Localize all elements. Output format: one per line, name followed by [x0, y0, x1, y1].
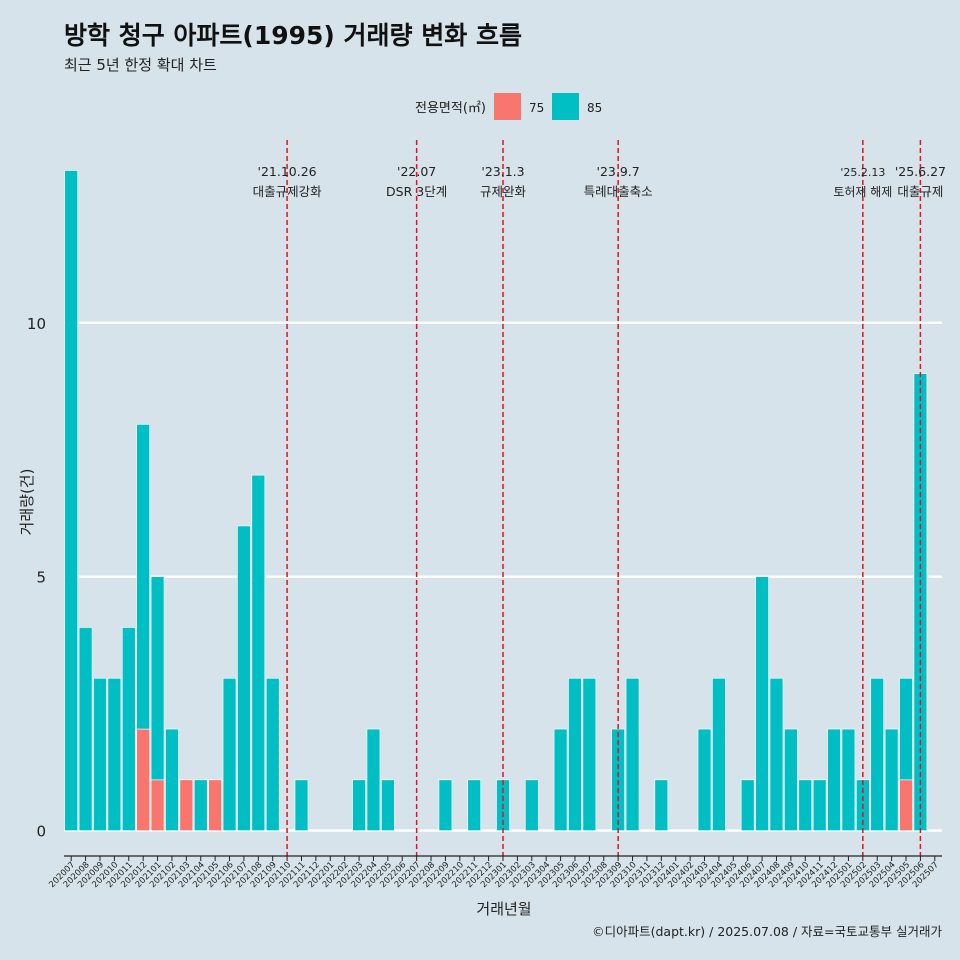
bar-202009-85	[93, 677, 107, 831]
bar-202109-85	[265, 677, 280, 831]
bar-202411-85	[812, 779, 827, 831]
bar-202008-85	[78, 627, 93, 831]
bar-202007-85	[64, 170, 78, 831]
bar-202305-85	[553, 728, 568, 831]
bar-202310-85	[625, 677, 640, 831]
bar-202504-85	[884, 728, 899, 831]
bar-202211-85	[467, 779, 481, 831]
legend-swatch-75	[494, 93, 521, 120]
bar-202407-85	[755, 576, 769, 831]
bar-202103-75	[179, 779, 194, 831]
axis-layer: 0510202007202008202009202010202011202012…	[27, 315, 942, 890]
bar-202503-85	[870, 677, 885, 831]
bar-202203-85	[352, 779, 366, 831]
bar-202102-85	[165, 728, 179, 831]
legend-swatch-85	[552, 93, 579, 120]
bar-202101-75	[150, 779, 165, 831]
y-tick-label: 5	[36, 569, 46, 587]
event-date-label: '23.1.3	[481, 164, 524, 179]
bar-202501-85	[841, 728, 856, 831]
bar-202205-85	[381, 779, 395, 831]
bar-202106-85	[222, 677, 237, 831]
bar-202306-85	[568, 677, 582, 831]
event-date-label: '22.07	[397, 164, 436, 179]
bar-202209-85	[438, 779, 453, 831]
bar-202404-85	[712, 677, 726, 831]
x-axis-label: 거래년월	[476, 900, 531, 918]
bar-202111-85	[294, 779, 309, 831]
bar-layer	[64, 170, 928, 831]
chart-title: 방학 청구 아파트(1995) 거래량 변화 흐름	[64, 21, 522, 50]
bar-202410-85	[798, 779, 813, 831]
y-axis-label: 거래량(건)	[18, 469, 36, 536]
event-desc-label: 토허제 해제	[833, 185, 892, 199]
bar-202408-85	[769, 677, 784, 831]
bar-202105-75	[208, 779, 222, 831]
bar-202307-85	[582, 677, 597, 831]
bar-202011-85	[121, 627, 136, 831]
bar-202412-85	[827, 728, 841, 831]
event-desc-label: 대출규제	[897, 184, 943, 199]
event-date-label: '25.2.13	[840, 166, 885, 179]
legend-label-85: 85	[587, 101, 602, 115]
bar-202506-85	[913, 373, 928, 831]
bar-202403-85	[697, 728, 712, 831]
event-date-label: '21.10.26	[258, 164, 317, 179]
bar-202107-85	[237, 525, 251, 831]
bar-202505-75	[899, 779, 913, 831]
bar-202104-85	[193, 779, 208, 831]
bar-202012-75	[136, 728, 150, 831]
y-tick-label: 10	[27, 315, 46, 333]
event-date-label: '23.9.7	[597, 164, 640, 179]
event-date-label: '25.6.27	[895, 164, 946, 179]
bar-202505-85	[899, 677, 913, 781]
legend: 전용면적(㎡) 75 85	[415, 93, 602, 120]
event-desc-label: 대출규제강화	[253, 184, 323, 199]
chart-subtitle: 최근 5년 한정 확대 차트	[64, 56, 217, 74]
bar-202406-85	[740, 779, 755, 831]
event-layer: '21.10.26 대출규제강화 '22.07 DSR 3단계 '23.1.3 규제완화 '…	[253, 140, 946, 856]
event-desc-label: 특례대출축소	[584, 184, 653, 199]
event-desc-label: DSR 3단계	[386, 184, 447, 199]
legend-title: 전용면적(㎡)	[415, 101, 486, 116]
bar-202204-85	[366, 728, 381, 831]
bar-202108-85	[251, 474, 266, 831]
y-tick-label: 0	[36, 823, 46, 841]
bar-202010-85	[107, 677, 122, 831]
bar-202312-85	[654, 779, 669, 831]
bar-202409-85	[784, 728, 798, 831]
legend-label-75: 75	[529, 101, 544, 115]
bar-202101-85	[150, 576, 165, 781]
event-desc-label: 규제완화	[480, 184, 527, 199]
caption: ©디아파트(dapt.kr) / 2025.07.08 / 자료=국토교통부 실…	[592, 924, 942, 939]
bar-202303-85	[525, 779, 539, 831]
bar-202012-85	[136, 424, 150, 730]
